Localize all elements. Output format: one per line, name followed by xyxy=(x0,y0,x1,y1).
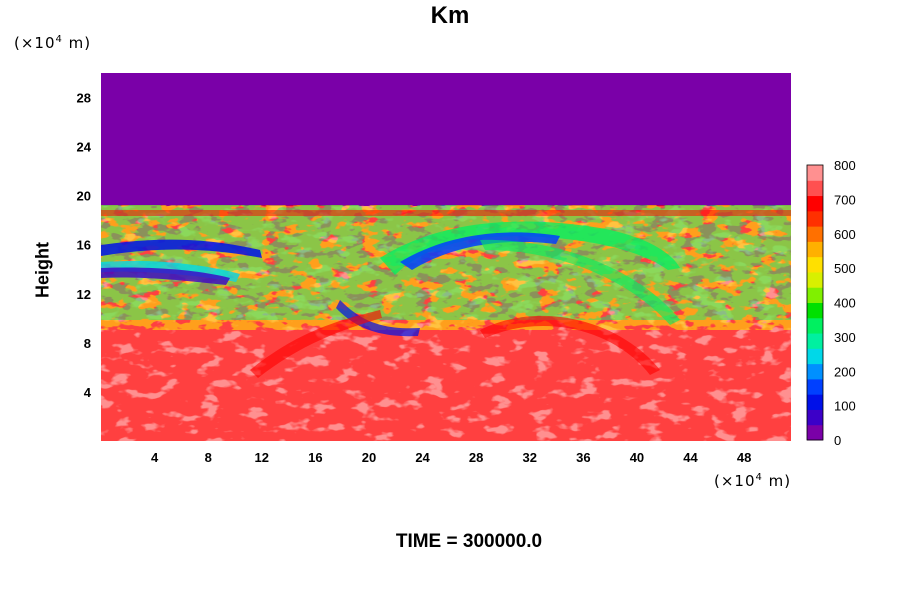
x-tick-label: 8 xyxy=(205,450,212,465)
colorbar-swatch xyxy=(807,348,823,365)
colorbar-tick-label: 300 xyxy=(834,330,856,345)
field-area xyxy=(101,73,791,441)
x-tick-label: 44 xyxy=(683,450,698,465)
x-tick-label: 28 xyxy=(469,450,483,465)
x-tick-label: 32 xyxy=(523,450,537,465)
chart-title: Km xyxy=(430,2,470,29)
x-tick-label: 36 xyxy=(576,450,590,465)
x-axis-unit: (×104 m) xyxy=(714,472,792,490)
colorbar-swatch xyxy=(807,394,823,410)
colorbar-swatch xyxy=(807,180,823,197)
colorbar-swatch xyxy=(807,210,823,227)
colorbar-swatch xyxy=(807,241,823,258)
time-label: TIME = 300000.0 xyxy=(395,531,543,552)
x-tick-label: 48 xyxy=(737,450,751,465)
colorbar-swatch xyxy=(807,271,823,288)
x-tick-label: 40 xyxy=(630,450,644,465)
colorbar-swatch xyxy=(807,302,823,319)
y-tick-label: 8 xyxy=(84,336,91,351)
y-tick-label: 24 xyxy=(77,140,92,155)
x-tick-label: 4 xyxy=(151,450,159,465)
x-tick-label: 24 xyxy=(415,450,430,465)
x-tick-label: 12 xyxy=(255,450,269,465)
colorbar-tick-label: 100 xyxy=(834,399,856,414)
colorbar-ticks: 0 100 200 300 400 500 600 700 800 xyxy=(834,158,856,448)
colorbar-swatch xyxy=(807,256,823,273)
y-tick-label: 28 xyxy=(77,91,91,106)
x-axis-ticks: 4 8 12 16 20 24 28 32 36 40 44 48 xyxy=(151,450,751,465)
colorbar-tick-label: 200 xyxy=(834,364,856,379)
colorbar-tick-label: 0 xyxy=(834,433,841,448)
y-axis-unit: (×104 m) xyxy=(14,34,92,52)
colorbar-swatch xyxy=(807,287,823,303)
y-tick-label: 20 xyxy=(77,189,91,204)
field-upper-low-region xyxy=(101,73,791,206)
colorbar-swatch xyxy=(807,226,823,242)
colorbar-swatch xyxy=(807,317,823,334)
colorbar-swatch xyxy=(807,165,823,181)
colorbar-tick-label: 400 xyxy=(834,296,856,311)
colorbar-swatch xyxy=(807,333,823,349)
colorbar-swatch xyxy=(807,424,823,441)
y-tick-label: 12 xyxy=(77,287,91,302)
field-structures xyxy=(101,205,791,441)
colorbar-swatch xyxy=(807,409,823,426)
y-tick-label: 16 xyxy=(77,238,91,253)
colorbar-tick-label: 500 xyxy=(834,261,856,276)
colorbar xyxy=(806,164,824,441)
x-tick-label: 20 xyxy=(362,450,376,465)
colorbar-swatch xyxy=(807,378,823,395)
colorbar-tick-label: 700 xyxy=(834,192,856,207)
colorbar-tick-label: 600 xyxy=(834,227,856,242)
colorbar-swatch xyxy=(807,363,823,380)
x-tick-label: 16 xyxy=(308,450,322,465)
y-tick-label: 4 xyxy=(84,385,92,400)
colorbar-swatch xyxy=(807,195,823,212)
colorbar-frame xyxy=(806,164,824,441)
y-axis-ticks: 4 8 12 16 20 24 28 xyxy=(77,91,92,400)
colorbar-tick-label: 800 xyxy=(834,158,856,173)
